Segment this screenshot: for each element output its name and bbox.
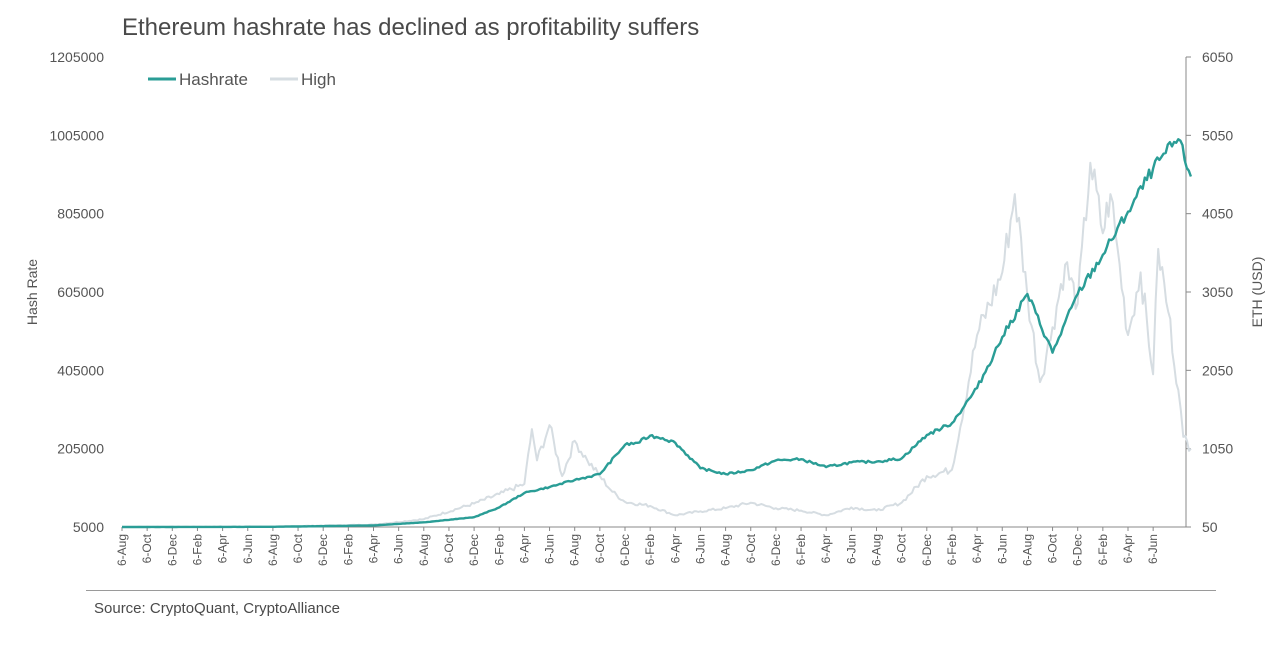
x-tick-label: 6-Aug: [115, 534, 129, 566]
x-tick-label: 6-Aug: [266, 534, 280, 566]
x-tick-label: 6-Oct: [291, 533, 305, 563]
x-tick-label: 6-Jun: [1146, 534, 1160, 564]
x-tick-label: 6-Oct: [744, 533, 758, 563]
x-tick-label: 6-Feb: [492, 534, 506, 566]
series-hashrate-line: [122, 138, 1193, 529]
y-axis-left-title: Hash Rate: [24, 259, 40, 325]
x-tick-label: 6-Jun: [241, 534, 255, 564]
x-tick-label: 6-Aug: [1020, 534, 1034, 566]
source-note: Source: CryptoQuant, CryptoAlliance: [94, 600, 340, 617]
x-tick-label: 6-Feb: [1096, 534, 1110, 566]
x-tick-label: 6-Jun: [844, 534, 858, 564]
x-tick-label: 6-Feb: [341, 534, 355, 566]
y-left-tick-label: 1005000: [49, 127, 104, 143]
x-tick-label: 6-Apr: [819, 534, 833, 563]
x-tick-label: 6-Feb: [643, 534, 657, 566]
footer-divider: [86, 590, 1216, 591]
x-tick-label: 6-Dec: [1071, 534, 1085, 566]
x-tick-label: 6-Oct: [442, 533, 456, 563]
x-tick-label: 6-Apr: [970, 534, 984, 563]
x-tick-label: 6-Aug: [719, 534, 733, 566]
y-left-tick-label: 1205000: [49, 49, 104, 65]
y-right-tick-label: 50: [1202, 519, 1218, 535]
y-left-tick-label: 205000: [57, 441, 104, 457]
y-right-tick-label: 2050: [1202, 362, 1233, 378]
x-tick-label: 6-Dec: [769, 534, 783, 566]
x-tick-label: 6-Dec: [920, 534, 934, 566]
x-tick-label: 6-Dec: [316, 534, 330, 566]
x-tick-label: 6-Oct: [1046, 533, 1060, 563]
x-tick-label: 6-Jun: [693, 534, 707, 564]
y-right-tick-label: 4050: [1202, 206, 1233, 222]
x-tick-label: 6-Jun: [543, 534, 557, 564]
x-tick-label: 6-Jun: [392, 534, 406, 564]
y-left-tick-label: 605000: [57, 284, 104, 300]
x-tick-label: 6-Aug: [568, 534, 582, 566]
x-tick-label: 6-Apr: [668, 534, 682, 563]
x-tick-label: 6-Apr: [517, 534, 531, 563]
chart-title: Ethereum hashrate has declined as profit…: [122, 14, 700, 41]
series-high-line: [122, 161, 1192, 528]
y-right-tick-label: 6050: [1202, 49, 1233, 65]
x-tick-label: 6-Jun: [995, 534, 1009, 564]
x-tick-label: 6-Feb: [794, 534, 808, 566]
y-right-tick-label: 3050: [1202, 284, 1233, 300]
x-tick-label: 6-Oct: [140, 533, 154, 563]
y-axis-right-title: ETH (USD): [1249, 257, 1265, 328]
legend-high-label: High: [301, 70, 336, 89]
x-tick-label: 6-Oct: [895, 533, 909, 563]
x-tick-label: 6-Feb: [945, 534, 959, 566]
x-tick-label: 6-Apr: [216, 534, 230, 563]
x-tick-label: 6-Apr: [1121, 534, 1135, 563]
x-tick-label: 6-Feb: [190, 534, 204, 566]
legend-hashrate-label: Hashrate: [179, 70, 248, 89]
x-tick-label: 6-Dec: [467, 534, 481, 566]
y-right-tick-label: 5050: [1202, 127, 1233, 143]
x-tick-label: 6-Dec: [165, 534, 179, 566]
x-tick-label: 6-Aug: [870, 534, 884, 566]
y-left-tick-label: 405000: [57, 362, 104, 378]
x-tick-label: 6-Aug: [417, 534, 431, 566]
y-right-tick-label: 1050: [1202, 441, 1233, 457]
x-tick-label: 6-Apr: [367, 534, 381, 563]
y-left-tick-label: 805000: [57, 206, 104, 222]
x-tick-label: 6-Oct: [593, 533, 607, 563]
x-tick-label: 6-Dec: [618, 534, 632, 566]
y-left-tick-label: 5000: [73, 519, 104, 535]
